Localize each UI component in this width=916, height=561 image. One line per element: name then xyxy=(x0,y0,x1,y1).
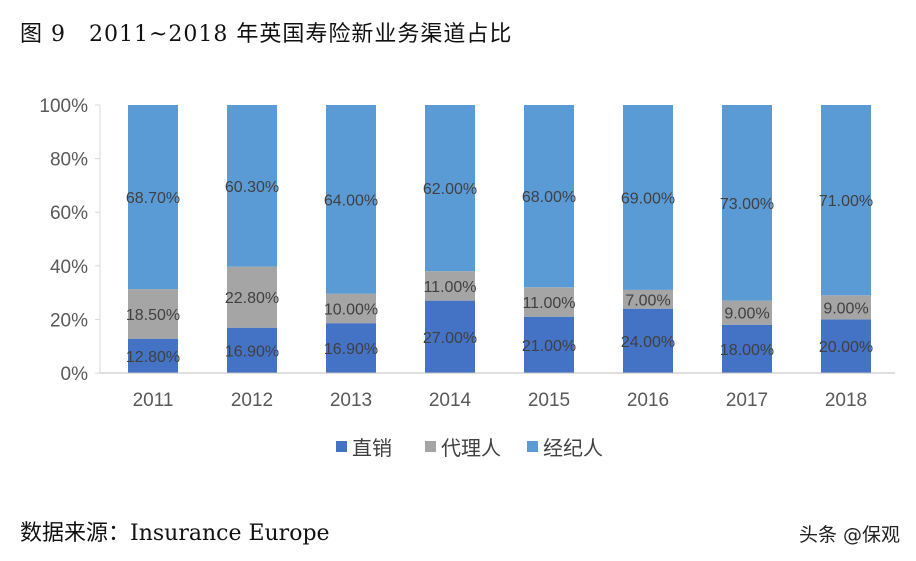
bar-segment xyxy=(128,105,178,290)
bar-segment xyxy=(326,293,376,324)
bar-segment xyxy=(524,316,574,373)
data-label: 9.00% xyxy=(724,306,769,323)
data-label: 60.30% xyxy=(225,179,279,196)
x-tick-label: 2014 xyxy=(429,390,472,411)
bar-segment xyxy=(524,287,574,317)
legend-swatch xyxy=(336,441,347,452)
data-label: 20.00% xyxy=(819,339,873,356)
bar-segment xyxy=(722,300,772,325)
data-label: 11.00% xyxy=(522,295,575,312)
bar-segment xyxy=(722,324,772,373)
bar-segment xyxy=(227,266,277,328)
bar-segment xyxy=(821,105,871,296)
data-label: 64.00% xyxy=(324,192,378,209)
y-tick-label: 40% xyxy=(50,257,88,278)
bar-segment xyxy=(821,295,871,320)
x-tick-label: 2015 xyxy=(528,390,570,411)
data-label: 11.00% xyxy=(423,279,476,296)
bar-segment xyxy=(227,105,277,267)
x-tick-label: 2012 xyxy=(231,390,273,411)
bar-segment xyxy=(821,319,871,373)
x-tick-label: 2013 xyxy=(330,390,372,411)
data-label: 18.50% xyxy=(126,307,180,324)
source-note: 数据来源：Insurance Europe xyxy=(20,521,330,546)
bar-segment xyxy=(425,300,475,373)
data-label: 73.00% xyxy=(720,196,774,213)
y-tick-label: 60% xyxy=(50,203,88,224)
bar-segment xyxy=(326,323,376,373)
bar-segment xyxy=(623,289,673,309)
y-tick-label: 20% xyxy=(50,310,88,331)
y-tick-label: 80% xyxy=(50,150,88,171)
data-label: 62.00% xyxy=(423,181,477,198)
bar-segment xyxy=(425,271,475,301)
bar-segment xyxy=(128,338,178,373)
x-tick-label: 2017 xyxy=(726,390,768,411)
data-label: 24.00% xyxy=(621,334,675,351)
data-label: 18.00% xyxy=(720,342,774,359)
chart-title: 图 9 2011~2018 年英国寿险新业务渠道占比 xyxy=(20,22,513,47)
bar-segment xyxy=(128,289,178,339)
bar-segment xyxy=(326,105,376,294)
legend-label: 代理人 xyxy=(441,436,501,460)
bar-segment xyxy=(722,105,772,301)
data-label: 22.80% xyxy=(225,290,279,307)
legend-swatch xyxy=(425,441,436,452)
data-label: 71.00% xyxy=(819,193,873,210)
y-tick-label: 0% xyxy=(61,364,89,385)
data-label: 10.00% xyxy=(324,301,378,318)
legend-label: 直销 xyxy=(352,436,392,460)
data-label: 27.00% xyxy=(423,330,477,347)
bar-segment xyxy=(623,105,673,290)
data-label: 9.00% xyxy=(823,300,868,317)
data-label: 21.00% xyxy=(522,338,576,355)
bar-segment xyxy=(623,308,673,373)
x-tick-label: 2016 xyxy=(627,390,669,411)
data-label: 12.80% xyxy=(126,349,180,366)
legend-swatch xyxy=(527,441,538,452)
bar-segment xyxy=(425,105,475,272)
x-tick-label: 2011 xyxy=(133,390,174,411)
data-label: 7.00% xyxy=(625,292,670,309)
bar-segment xyxy=(227,327,277,373)
data-label: 68.70% xyxy=(126,190,180,207)
data-label: 16.90% xyxy=(324,341,378,358)
data-label: 16.90% xyxy=(225,343,279,360)
y-tick-label: 100% xyxy=(39,96,88,117)
bar-segment xyxy=(524,105,574,288)
x-tick-label: 2018 xyxy=(825,390,867,411)
legend-label: 经纪人 xyxy=(543,436,603,460)
watermark: 头条 @保观 xyxy=(798,524,900,546)
data-label: 69.00% xyxy=(621,190,675,207)
data-label: 68.00% xyxy=(522,189,576,206)
